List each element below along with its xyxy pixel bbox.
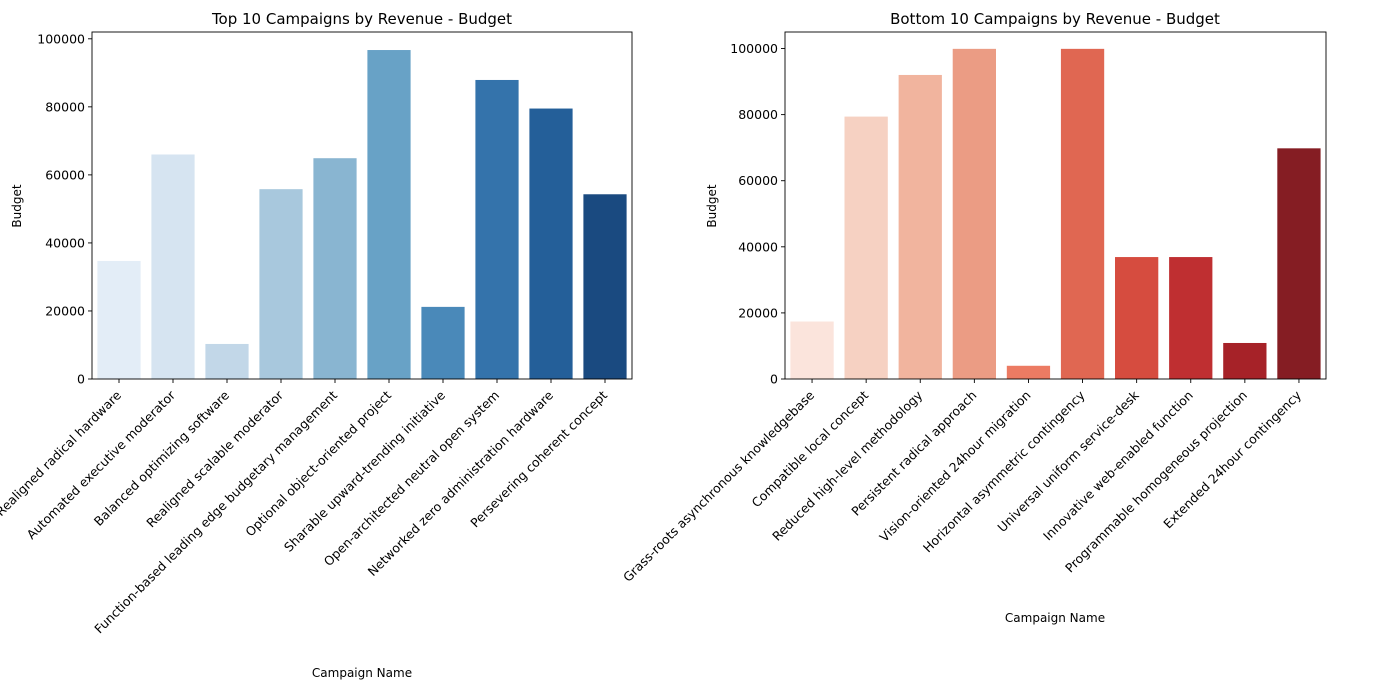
bar-8 <box>1169 257 1213 379</box>
y-tick-label: 40000 <box>738 239 778 254</box>
bar-4 <box>952 48 996 380</box>
y-tick-label: 40000 <box>45 235 85 250</box>
x-tick-label: Networked zero administration hardware <box>365 387 557 579</box>
bar-5 <box>1006 365 1051 379</box>
axes-frame <box>91 31 633 380</box>
bar-5 <box>313 158 357 379</box>
chart-title: Bottom 10 Campaigns by Revenue - Budget <box>890 10 1220 28</box>
x-tick-label: Grass-roots asynchronous knowledgebase <box>620 387 817 584</box>
y-tick-label: 80000 <box>738 107 778 122</box>
y-tick-label: 60000 <box>738 173 778 188</box>
bar-9 <box>1223 342 1267 379</box>
bar-2 <box>844 116 888 380</box>
x-tick-label: Function-based leading edge budgetary ma… <box>91 387 340 636</box>
bar-3 <box>205 343 249 379</box>
y-tick-label: 20000 <box>45 303 85 318</box>
x-axis-label: Campaign Name <box>312 666 412 680</box>
bar-4 <box>259 189 303 379</box>
y-tick-label: 100000 <box>37 31 85 46</box>
bar-2 <box>151 154 195 379</box>
y-axis-label: Budget <box>705 184 719 227</box>
axes-frame <box>784 31 1327 380</box>
y-tick-label: 0 <box>770 372 778 387</box>
bar-1 <box>97 260 141 379</box>
x-axis-label: Campaign Name <box>1005 611 1105 625</box>
bar-3 <box>898 74 942 379</box>
top10-budget-chart: Top 10 Campaigns by Revenue - Budget Bud… <box>0 10 633 680</box>
y-tick-label: 0 <box>77 372 85 387</box>
y-tick-label: 60000 <box>45 167 85 182</box>
chart-title: Top 10 Campaigns by Revenue - Budget <box>211 10 512 28</box>
bar-1 <box>790 321 834 379</box>
bar-8 <box>475 79 519 379</box>
y-tick-label: 80000 <box>45 99 85 114</box>
bar-9 <box>529 108 573 379</box>
bar-10 <box>1277 148 1321 379</box>
bar-6 <box>1060 48 1105 380</box>
y-tick-label: 100000 <box>730 41 778 56</box>
bar-10 <box>583 194 627 379</box>
bar-6 <box>367 50 411 379</box>
y-tick-label: 20000 <box>738 305 778 320</box>
y-axis-label: Budget <box>10 184 24 227</box>
bottom10-budget-chart: Bottom 10 Campaigns by Revenue - Budget … <box>620 10 1327 625</box>
bar-7 <box>421 306 465 379</box>
bar-7 <box>1115 257 1159 379</box>
